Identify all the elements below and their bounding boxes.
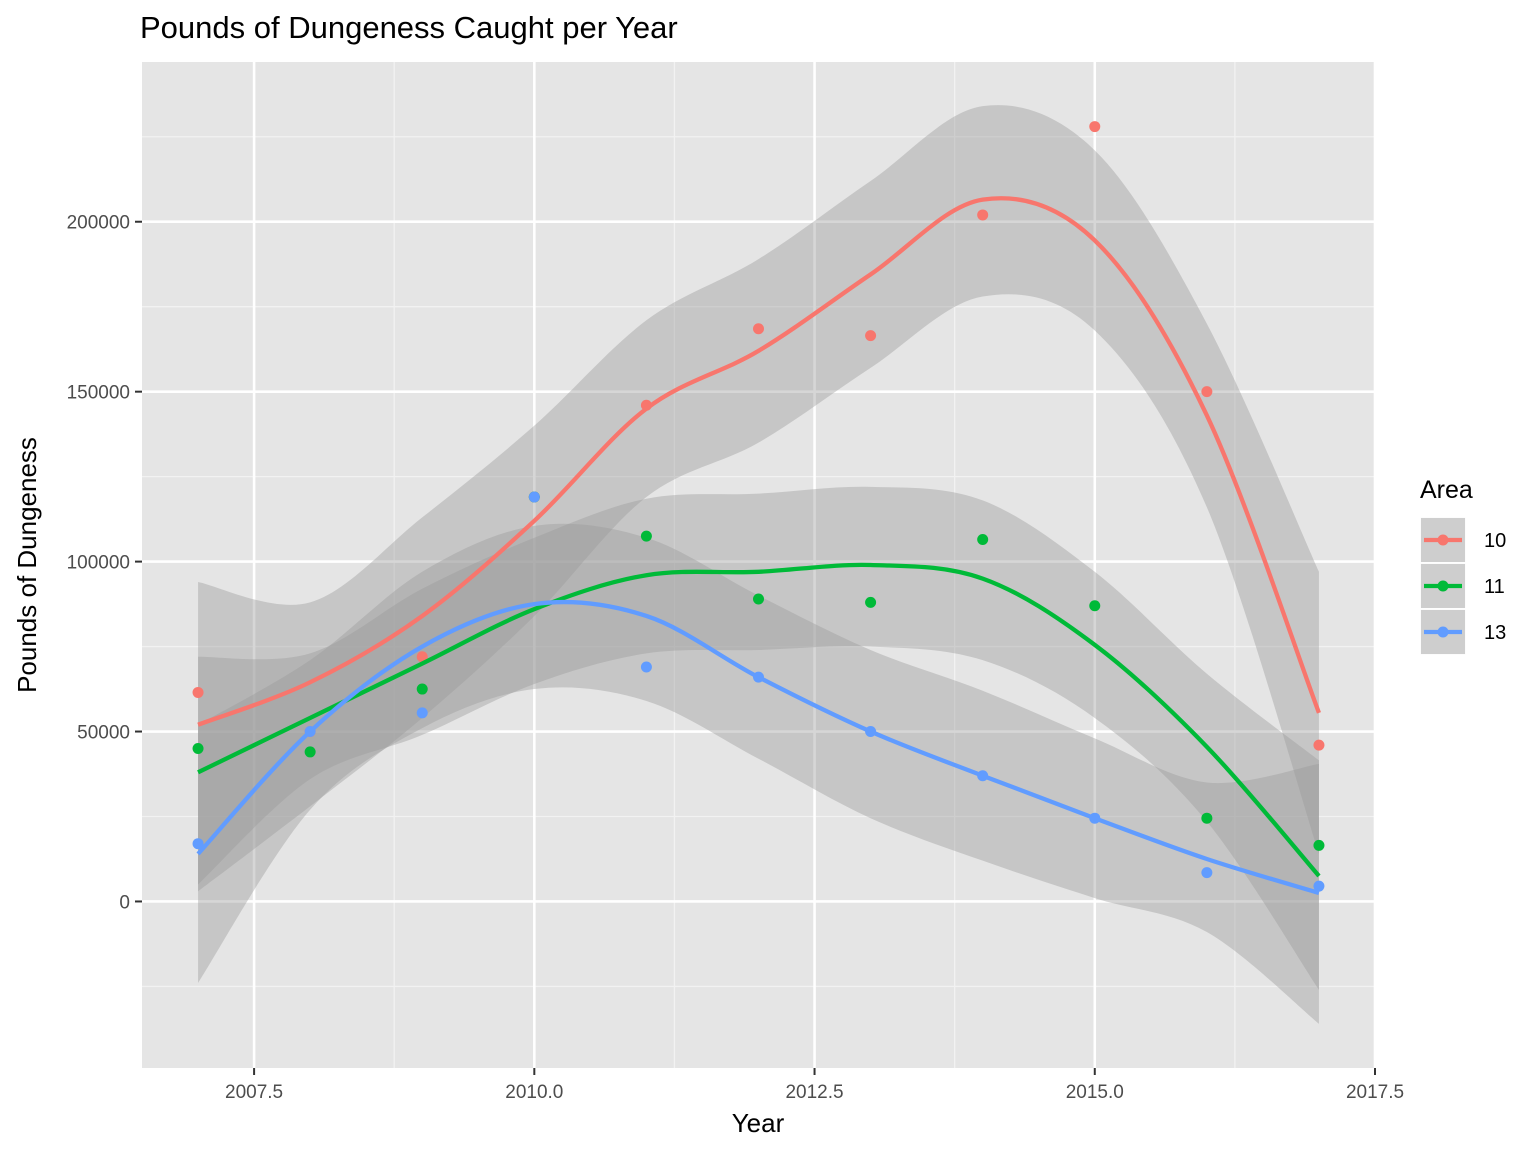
y-tick-label: 50000 [77,723,130,744]
legend-key-point [1437,580,1449,592]
data-point-area-11 [977,534,989,546]
data-point-area-11 [865,596,877,608]
data-point-area-13 [1201,867,1213,879]
data-point-area-13 [1313,880,1325,892]
legend: Area 10 11 13 [1419,476,1506,656]
data-point-area-11 [640,530,652,542]
legend-label-area-10: 10 [1484,530,1506,552]
data-point-area-11 [304,746,316,758]
legend-key-point [1437,626,1449,638]
data-point-area-13 [528,491,540,503]
data-point-area-10 [192,686,204,698]
x-tick-label: 2015.0 [1066,1082,1124,1103]
confidence-ribbon-area-13 [198,523,1319,1024]
x-tick-label: 2010.0 [505,1082,563,1103]
data-point-area-13 [416,707,428,719]
data-point-area-10 [977,209,989,221]
data-point-area-11 [192,743,204,755]
y-tick-label: 150000 [67,383,130,404]
data-point-area-11 [1313,839,1325,851]
data-point-area-13 [640,661,652,673]
y-axis: 0 50000 100000 150000 200000 [67,213,142,913]
grid-major [142,62,1377,1068]
x-tick-label: 2012.5 [785,1082,843,1103]
x-tick-label: 2007.5 [225,1082,283,1103]
x-axis-title: Year [732,1108,785,1138]
smooth-lines [196,196,1321,896]
y-tick-label: 100000 [67,553,130,574]
data-point-area-10 [753,323,764,335]
chart-title: Pounds of Dungeness Caught per Year [140,10,678,45]
data-point-area-11 [1201,812,1213,824]
smooth-line-area-10 [197,196,1321,727]
smooth-line-area-11 [197,562,1321,878]
x-tick-label: 2017.5 [1346,1082,1404,1103]
smooth-line-area-13 [196,599,1320,896]
y-tick-label: 0 [119,892,130,913]
data-point-area-10 [1313,739,1325,751]
y-axis-title: Pounds of Dungeness [12,437,42,693]
data-point-area-13 [192,838,204,850]
legend-label-area-13: 13 [1484,622,1506,644]
legend-title: Area [1420,476,1473,504]
confidence-ribbon-area-10 [198,105,1319,892]
y-tick-label: 200000 [67,213,130,234]
data-point-area-10 [416,651,428,663]
data-point-area-10 [865,330,877,342]
legend-key-point [1437,534,1449,546]
confidence-ribbon-area-11 [198,486,1319,990]
legend-label-area-11: 11 [1484,576,1505,598]
data-point-area-10 [1089,121,1101,133]
grid-minor [142,62,1375,1068]
data-point-area-10 [1201,386,1213,398]
confidence-ribbons [198,105,1319,1024]
data-point-area-11 [1089,600,1101,612]
x-axis: 2007.5 2010.0 2012.5 2015.0 2017.5 [225,1068,1404,1103]
data-point-area-11 [753,593,764,605]
data-point-area-11 [416,683,428,695]
